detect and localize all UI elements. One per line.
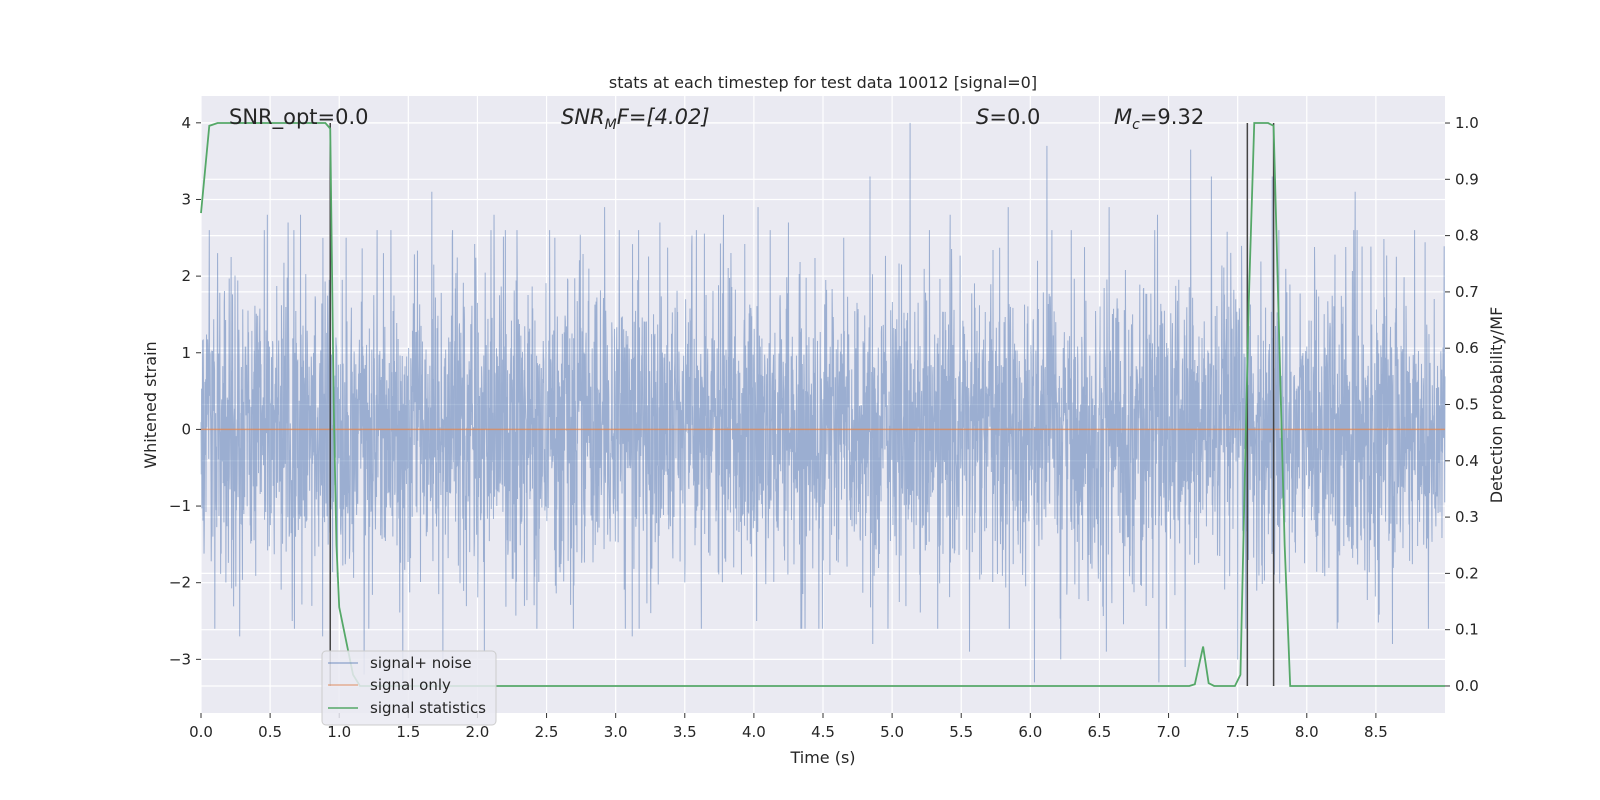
y-right-tick-label: 0.7 <box>1455 283 1479 301</box>
x-tick-label: 6.0 <box>1018 723 1042 741</box>
y-tick-label: −1 <box>169 497 191 515</box>
y-right-tick-label: 0.6 <box>1455 339 1479 357</box>
noise-series <box>200 122 1446 683</box>
x-tick-label: 0.0 <box>189 723 213 741</box>
y-right-tick-label: 0.1 <box>1455 621 1479 639</box>
y-tick-label: 0 <box>181 420 191 438</box>
y-tick-label: −3 <box>169 650 191 668</box>
x-tick-label: 1.0 <box>327 723 351 741</box>
y-axis-label: Whitened strain <box>141 341 160 468</box>
y-right-tick-label: 1.0 <box>1455 114 1479 132</box>
y-tick-label: 1 <box>181 344 191 362</box>
legend-label-statistics: signal statistics <box>370 699 486 717</box>
series-signal-noise <box>200 122 1446 683</box>
legend-label-signal: signal only <box>370 676 451 694</box>
y-right-tick-label: 0.2 <box>1455 564 1479 582</box>
y-right-tick-label: 0.9 <box>1455 170 1479 188</box>
legend-label-noise: signal+ noise <box>370 654 472 672</box>
y-tick-label: 2 <box>181 267 191 285</box>
x-tick-label: 2.0 <box>466 723 490 741</box>
x-tick-label: 6.5 <box>1088 723 1112 741</box>
s-annotation: S=0.0 <box>976 105 1040 129</box>
x-tick-label: 5.5 <box>949 723 973 741</box>
lines <box>200 122 1445 687</box>
x-tick-label: 0.5 <box>258 723 282 741</box>
y-axis-right-label: Detection probability/MF <box>1487 307 1506 504</box>
series-signal-statistics <box>200 122 1445 687</box>
x-tick-label: 4.0 <box>742 723 766 741</box>
x-tick-label: 1.5 <box>396 723 420 741</box>
y-tick-label: 3 <box>181 190 191 208</box>
snr-opt-annotation: SNR_opt=0.0 <box>229 105 369 130</box>
legend: signal+ noise signal only signal statist… <box>321 650 497 726</box>
x-tick-label: 7.5 <box>1226 723 1250 741</box>
y-tick-label: 4 <box>181 114 191 132</box>
x-tick-label: 8.5 <box>1364 723 1388 741</box>
x-tick-label: 7.0 <box>1157 723 1181 741</box>
x-tick-label: 3.5 <box>673 723 697 741</box>
x-tick-label: 3.0 <box>604 723 628 741</box>
y-right-tick-label: 0.4 <box>1455 452 1479 470</box>
x-tick-label: 2.5 <box>535 723 559 741</box>
x-tick-label: 5.0 <box>880 723 904 741</box>
y-right-tick-label: 0.8 <box>1455 227 1479 245</box>
legend-box <box>321 650 497 726</box>
x-tick-label: 4.5 <box>811 723 835 741</box>
y-right-tick-label: 0.0 <box>1455 677 1479 695</box>
snr-mf-annotation: SNRMF=[4.02] <box>561 105 710 133</box>
x-axis-label: Time (s) <box>789 748 855 767</box>
y-tick-label: −2 <box>169 574 191 592</box>
y-right-tick-label: 0.3 <box>1455 508 1479 526</box>
x-tick-label: 8.0 <box>1295 723 1319 741</box>
y-right-tick-label: 0.5 <box>1455 396 1479 414</box>
chart-title: stats at each timestep for test data 100… <box>609 73 1037 92</box>
mc-annotation: Mc=9.32 <box>1114 105 1204 133</box>
ticks: 0.0 0.5 1.0 1.5 2.0 2.5 3.0 3.5 4.0 4.5 5.0 5.5 6.0 6… <box>169 114 1479 741</box>
